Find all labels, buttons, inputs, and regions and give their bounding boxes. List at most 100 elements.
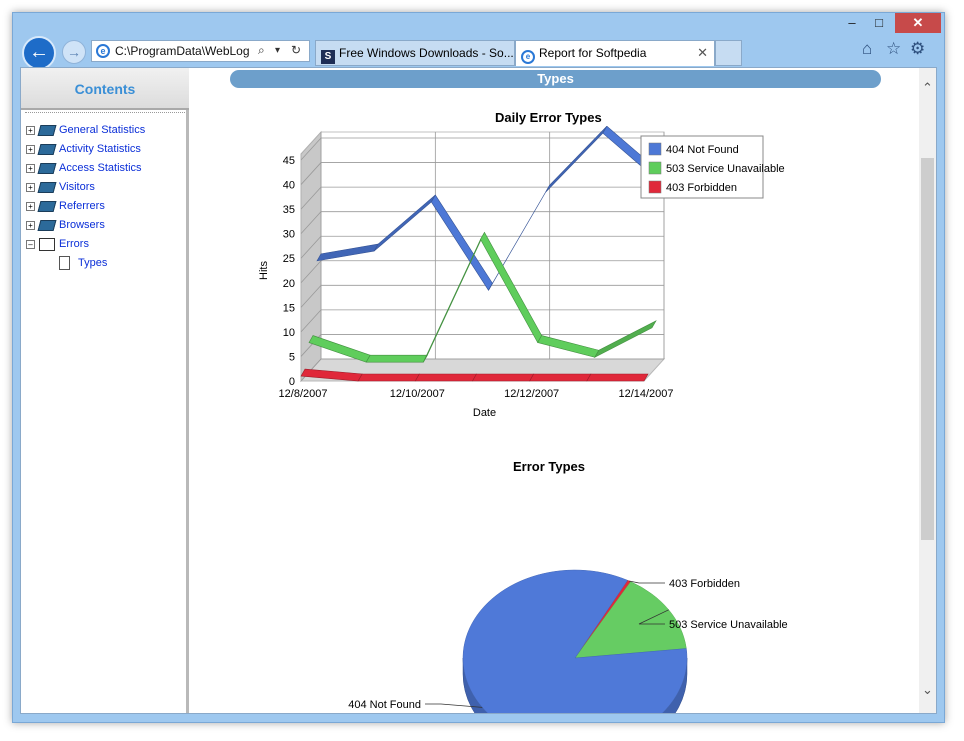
- home-icon[interactable]: ⌂: [862, 39, 873, 58]
- series-segment: [529, 373, 592, 382]
- legend-swatch: [648, 180, 662, 194]
- series-segment: [365, 354, 428, 363]
- x-tick-label: 12/10/2007: [390, 388, 445, 400]
- contents-sidebar: Contents + General Statistics + Activity…: [21, 68, 189, 713]
- title-bar: – □ ✕: [13, 13, 944, 40]
- ie-page-icon: e: [96, 44, 110, 58]
- sidebar-item-label[interactable]: Activity Statistics: [59, 143, 141, 155]
- maximize-button[interactable]: □: [875, 15, 883, 30]
- back-arrow-icon[interactable]: ←: [22, 36, 56, 70]
- series-segment: [594, 320, 657, 358]
- series-segment: [471, 373, 535, 382]
- book-icon: [37, 144, 57, 155]
- favorites-star-icon[interactable]: ☆: [886, 39, 902, 58]
- scroll-down-icon[interactable]: ⌄: [922, 682, 933, 697]
- sidebar-item-label[interactable]: Access Statistics: [59, 162, 142, 174]
- sidebar-divider: [25, 112, 185, 113]
- pie-leader-line: [629, 580, 665, 584]
- sidebar-item-label[interactable]: General Statistics: [59, 124, 146, 136]
- legend-swatch: [648, 142, 662, 156]
- settings-gear-icon[interactable]: ⚙: [910, 39, 926, 58]
- pie-slice-label: 503 Service Unavailable: [669, 619, 788, 631]
- tab-title: Report for Softpedia: [539, 46, 647, 60]
- series-503-service-unavailable: [308, 231, 657, 363]
- chevron-down-icon[interactable]: ▾: [275, 45, 281, 56]
- pie-slice-label: 404 Not Found: [348, 699, 421, 711]
- sidebar-item-label[interactable]: Referrers: [59, 200, 105, 212]
- minimize-button[interactable]: –: [848, 15, 856, 30]
- x-tick-label: 12/8/2007: [279, 388, 328, 400]
- new-tab-button[interactable]: [715, 40, 742, 66]
- y-axis-label: Hits: [258, 261, 270, 280]
- grid-line-side: [300, 285, 322, 308]
- pie-chart-title: Error Types: [513, 459, 586, 474]
- y-tick-label: 25: [283, 253, 295, 265]
- sidebar-item-label[interactable]: Visitors: [59, 181, 95, 193]
- sidebar-title: Contents: [21, 68, 189, 110]
- tab-title: Free Windows Downloads - So...: [339, 46, 514, 60]
- expand-icon[interactable]: +: [26, 202, 35, 211]
- search-icon[interactable]: ⌕: [258, 43, 265, 57]
- collapse-icon[interactable]: –: [26, 240, 35, 249]
- y-tick-label: 45: [283, 155, 295, 167]
- section-banner: Types: [230, 70, 881, 88]
- y-tick-label: 10: [283, 327, 295, 339]
- series-segment: [414, 373, 478, 382]
- grid-line-side: [300, 309, 322, 333]
- daily-error-types-chart: 0 5 10 15 20 25 30 35 40 45 12/8/2007 12/10/2007 12/…: [258, 126, 785, 419]
- series-segment: [357, 373, 420, 382]
- tab-softpedia-downloads[interactable]: S Free Windows Downloads - So...: [315, 40, 515, 66]
- ie-favicon-icon: e: [521, 50, 535, 64]
- expand-icon[interactable]: +: [26, 126, 35, 135]
- sidebar-item-label[interactable]: Errors: [59, 238, 89, 250]
- book-icon: [37, 220, 57, 231]
- browser-window: – □ ✕ ← → e C:\ProgramData\WebLog ⌕ ▾ ↻ …: [12, 12, 945, 723]
- address-bar[interactable]: e C:\ProgramData\WebLog ⌕ ▾ ↻: [91, 40, 310, 62]
- close-window-button[interactable]: ✕: [895, 13, 941, 33]
- grid-line-side: [300, 137, 322, 161]
- softpedia-favicon-icon: S: [321, 50, 335, 64]
- y-tick-label: 35: [283, 204, 295, 216]
- report-main: Types Daily Error Types 0 5 10 15 20 25 30 35 40…: [189, 68, 936, 713]
- expand-icon[interactable]: +: [26, 145, 35, 154]
- book-icon: [37, 182, 57, 193]
- y-tick-label: 15: [283, 302, 295, 314]
- pie-slice-label: 403 Forbidden: [669, 578, 740, 590]
- grid-line-side: [300, 211, 322, 234]
- series-segment: [586, 373, 649, 382]
- sidebar-item-label[interactable]: Browsers: [59, 219, 105, 231]
- pie-side: [462, 657, 688, 713]
- book-icon: [37, 163, 57, 174]
- x-tick-label: 12/12/2007: [504, 388, 559, 400]
- address-url[interactable]: C:\ProgramData\WebLog: [115, 44, 250, 58]
- x-tick-label: 12/14/2007: [618, 388, 673, 400]
- grid-line-side: [300, 162, 322, 185]
- series-403-forbidden: [300, 368, 649, 382]
- legend-label: 503 Service Unavailable: [666, 163, 785, 175]
- legend-swatch: [648, 161, 662, 175]
- expand-icon[interactable]: +: [26, 221, 35, 230]
- scroll-up-icon[interactable]: ⌃: [922, 80, 933, 95]
- pie-leader-line: [425, 703, 483, 708]
- close-tab-icon[interactable]: ✕: [697, 45, 708, 60]
- grid-line-side: [300, 186, 322, 210]
- pie-slice-404-not-found: [462, 569, 688, 713]
- pie-slice-side: [462, 657, 688, 713]
- forward-arrow-icon[interactable]: →: [62, 40, 86, 64]
- grid-line-side: [300, 235, 322, 259]
- scrollbar-thumb[interactable]: [921, 158, 934, 540]
- pie-leader-line: [638, 609, 669, 625]
- grid-line-side: [300, 260, 322, 284]
- expand-icon[interactable]: +: [26, 183, 35, 192]
- refresh-icon[interactable]: ↻: [291, 43, 302, 57]
- sidebar-item-label[interactable]: Types: [78, 257, 108, 269]
- chart-legend: [640, 135, 764, 199]
- y-tick-label: 5: [289, 351, 295, 363]
- tab-report-softpedia[interactable]: e Report for Softpedia ✕: [515, 40, 715, 66]
- vertical-scrollbar[interactable]: ⌃ ⌄: [919, 68, 936, 713]
- expand-icon[interactable]: +: [26, 164, 35, 173]
- book-icon: [37, 125, 57, 136]
- line-chart-title: Daily Error Types: [495, 110, 602, 125]
- y-tick-label: 0: [289, 376, 295, 388]
- error-types-pie-chart: 403 Forbidden 503 Service Unavailable 404 …: [348, 569, 788, 713]
